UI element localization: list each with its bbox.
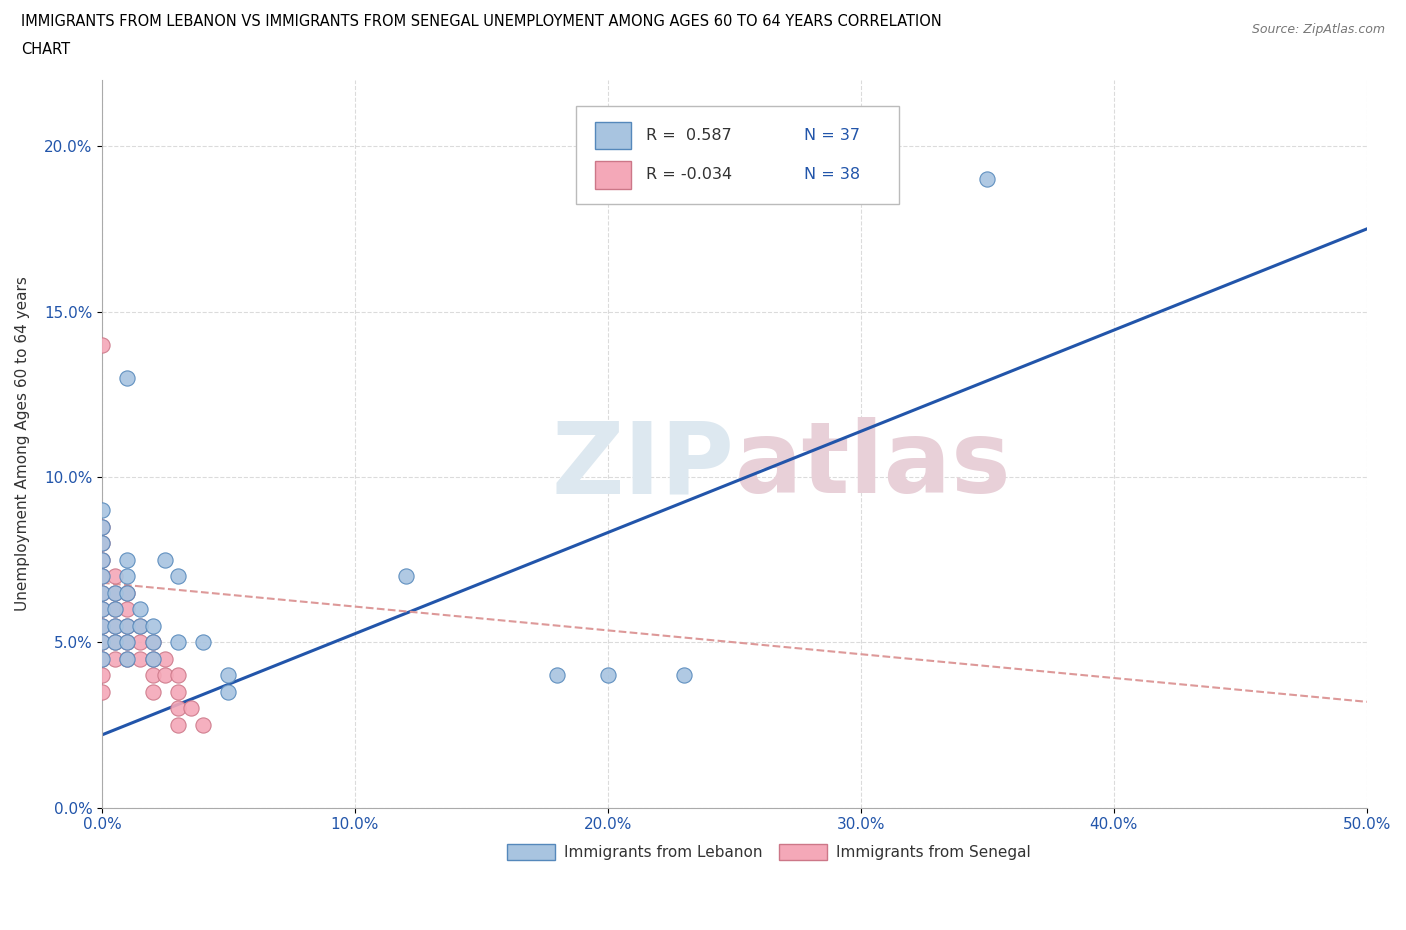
Point <box>91 502 114 517</box>
Point <box>142 668 165 683</box>
Text: Immigrants from Senegal: Immigrants from Senegal <box>835 844 1031 859</box>
Text: Immigrants from Lebanon: Immigrants from Lebanon <box>564 844 762 859</box>
Point <box>91 684 114 699</box>
Text: atlas: atlas <box>734 418 1011 514</box>
Point <box>104 635 127 650</box>
Text: CHART: CHART <box>21 42 70 57</box>
Point <box>142 651 165 666</box>
Point <box>193 718 215 733</box>
Point <box>91 552 114 567</box>
Point <box>91 651 114 666</box>
Text: IMMIGRANTS FROM LEBANON VS IMMIGRANTS FROM SENEGAL UNEMPLOYMENT AMONG AGES 60 TO: IMMIGRANTS FROM LEBANON VS IMMIGRANTS FR… <box>21 14 942 29</box>
Point <box>117 602 139 617</box>
Point <box>142 635 165 650</box>
Text: R =  0.587: R = 0.587 <box>645 128 731 143</box>
Point <box>117 651 139 666</box>
Point <box>217 668 239 683</box>
Point <box>104 585 127 600</box>
Text: N = 37: N = 37 <box>804 128 860 143</box>
Point <box>142 635 165 650</box>
Point <box>142 618 165 633</box>
Point <box>142 684 165 699</box>
Point <box>104 569 127 584</box>
Point <box>167 701 190 716</box>
Point <box>91 668 114 683</box>
Point <box>117 635 139 650</box>
Point <box>91 602 114 617</box>
Point <box>104 585 127 600</box>
Text: Source: ZipAtlas.com: Source: ZipAtlas.com <box>1251 23 1385 36</box>
Point <box>142 651 165 666</box>
Point <box>117 569 139 584</box>
Point <box>155 651 177 666</box>
Point <box>91 585 114 600</box>
Point <box>91 635 114 650</box>
Y-axis label: Unemployment Among Ages 60 to 64 years: Unemployment Among Ages 60 to 64 years <box>15 276 30 611</box>
FancyBboxPatch shape <box>595 161 631 189</box>
Point <box>167 684 190 699</box>
Point <box>91 536 114 551</box>
Point <box>91 602 114 617</box>
Point <box>91 585 114 600</box>
Text: R = -0.034: R = -0.034 <box>645 167 733 182</box>
Point <box>167 718 190 733</box>
Point <box>117 585 139 600</box>
Point <box>91 618 114 633</box>
Point <box>117 618 139 633</box>
Point <box>129 635 152 650</box>
FancyBboxPatch shape <box>779 844 827 860</box>
Point <box>91 651 114 666</box>
Text: ZIP: ZIP <box>551 418 734 514</box>
Point <box>180 701 202 716</box>
Point <box>167 635 190 650</box>
FancyBboxPatch shape <box>576 106 898 204</box>
FancyBboxPatch shape <box>595 122 631 149</box>
Point <box>117 370 139 385</box>
FancyBboxPatch shape <box>506 844 555 860</box>
Point <box>91 635 114 650</box>
Point <box>394 569 416 584</box>
Point <box>596 668 619 683</box>
Point <box>217 684 239 699</box>
Point <box>104 602 127 617</box>
Point <box>117 585 139 600</box>
Point <box>976 172 998 187</box>
Point <box>104 602 127 617</box>
Point <box>167 569 190 584</box>
Point <box>117 635 139 650</box>
Point <box>91 618 114 633</box>
Point <box>193 635 215 650</box>
Point <box>129 618 152 633</box>
Text: N = 38: N = 38 <box>804 167 860 182</box>
Point <box>117 651 139 666</box>
Point <box>167 668 190 683</box>
Point <box>91 338 114 352</box>
Point <box>104 635 127 650</box>
Point <box>91 569 114 584</box>
Point <box>104 618 127 633</box>
Point <box>129 602 152 617</box>
Point <box>104 618 127 633</box>
Point <box>91 519 114 534</box>
Point <box>117 618 139 633</box>
Point <box>672 668 695 683</box>
Point <box>91 536 114 551</box>
Point <box>129 618 152 633</box>
Point <box>129 651 152 666</box>
Point <box>104 651 127 666</box>
Point <box>91 552 114 567</box>
Point <box>91 569 114 584</box>
Point <box>91 519 114 534</box>
Point <box>546 668 568 683</box>
Point <box>117 552 139 567</box>
Point <box>155 552 177 567</box>
Point <box>155 668 177 683</box>
